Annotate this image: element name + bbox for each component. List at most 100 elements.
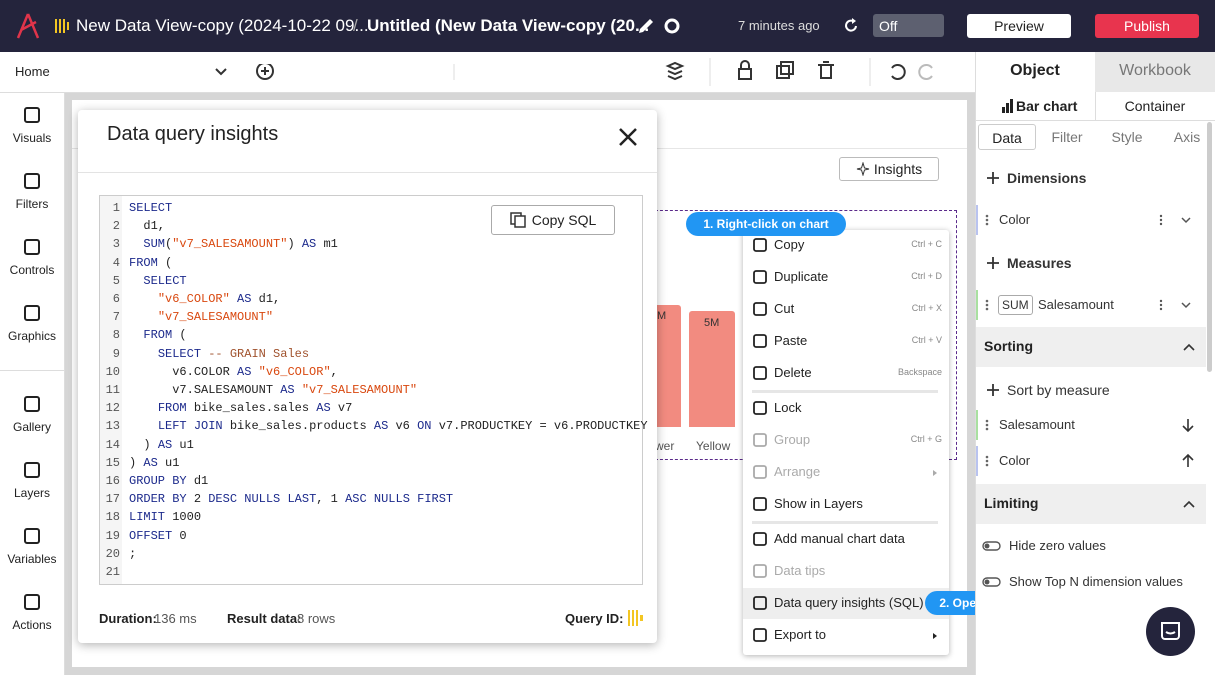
line-number: 1 xyxy=(112,201,120,215)
field-pill[interactable]: Salesamount xyxy=(999,417,1075,432)
sidebar-item[interactable]: Visuals xyxy=(12,131,52,145)
insights-button[interactable]: Insights xyxy=(839,157,939,181)
menu-item[interactable]: Paste xyxy=(774,333,808,348)
code-line: SUM("v7_SALESAMOUNT") AS m1 xyxy=(143,237,338,252)
divider xyxy=(1095,92,1096,120)
line-number: 4 xyxy=(112,255,120,270)
copy-sql-button[interactable]: Copy SQL xyxy=(491,205,615,235)
refresh-icon[interactable] xyxy=(842,17,860,35)
collapse-icon xyxy=(1183,500,1195,508)
menu-icon xyxy=(753,334,767,348)
query-id-icon[interactable] xyxy=(627,610,645,626)
page-select[interactable]: Home xyxy=(15,64,50,79)
menu-item[interactable]: Add manual chart data xyxy=(774,531,905,546)
result-value: 8 rows xyxy=(297,611,336,626)
code-line: SELECT -- GRAIN Sales xyxy=(157,346,310,361)
menu-icon xyxy=(753,596,767,610)
menu-item[interactable]: Lock xyxy=(774,400,802,415)
sidebar-icon xyxy=(24,528,40,544)
x-tick-label: wer xyxy=(655,439,675,453)
line-number: 9 xyxy=(112,346,120,361)
dataset-title[interactable]: New Data View-copy (2024-10-22 09... xyxy=(76,16,369,35)
data-tab[interactable]: Axis xyxy=(1173,129,1201,145)
menu-item[interactable]: Copy xyxy=(774,237,805,252)
section-title[interactable]: Measures xyxy=(1007,255,1072,271)
subtab[interactable]: Bar chart xyxy=(1016,98,1078,114)
code-line: ) AS u1 xyxy=(129,437,194,452)
code-line: LEFT JOIN bike_sales.products AS v6 ON v… xyxy=(157,419,648,434)
data-tab[interactable]: Filter xyxy=(1051,129,1083,145)
panel-tab[interactable]: Object xyxy=(1010,62,1060,79)
collapse-icon xyxy=(1183,343,1195,351)
aggregation-badge[interactable]: SUM xyxy=(998,295,1033,315)
sidebar-item[interactable]: Layers xyxy=(13,486,51,500)
bar-label: M xyxy=(657,310,667,322)
submenu-arrow xyxy=(933,633,937,639)
preview-button[interactable]: Preview xyxy=(967,14,1071,38)
menu-item[interactable]: Show in Layers xyxy=(774,496,863,511)
line-number: 18 xyxy=(105,510,120,525)
chat-button[interactable] xyxy=(1146,607,1195,656)
line-gutter xyxy=(100,196,122,584)
sidebar-item[interactable]: Filters xyxy=(15,197,49,211)
panel-tab[interactable]: Workbook xyxy=(1119,62,1191,79)
logo xyxy=(16,13,40,39)
bar xyxy=(689,311,735,427)
code-line: d1, xyxy=(129,219,166,234)
limit-option[interactable]: Show Top N dimension values xyxy=(1009,574,1183,589)
section-title[interactable]: Sorting xyxy=(984,338,1033,354)
close-button[interactable] xyxy=(618,127,638,147)
sidebar-item[interactable]: Gallery xyxy=(12,420,51,434)
menu-item[interactable]: Export to xyxy=(774,627,827,642)
dialog-title: Data query insights xyxy=(107,123,279,145)
sidebar-item[interactable]: Graphics xyxy=(7,329,57,343)
toolbar-icons[interactable] xyxy=(214,64,514,80)
sidebar-icon xyxy=(24,107,40,123)
sidebar-item[interactable]: Controls xyxy=(9,263,55,277)
workbook-title[interactable]: Untitled (New Data View-copy (20... xyxy=(367,16,650,35)
code-line: v6.COLOR AS "v6_COLOR", xyxy=(129,364,338,379)
menu-item[interactable]: Cut xyxy=(774,301,795,316)
limit-option[interactable]: Hide zero values xyxy=(1009,538,1106,553)
sort-asc xyxy=(1182,453,1194,467)
field-pill[interactable]: Color xyxy=(999,212,1031,227)
data-tab[interactable]: Style xyxy=(1111,129,1143,145)
publish-button[interactable]: Publish xyxy=(1095,14,1199,38)
toggle-switch xyxy=(982,541,1001,551)
menu-item[interactable]: Duplicate xyxy=(774,269,829,284)
toggle-switch xyxy=(982,577,1001,587)
data-tab[interactable]: Data xyxy=(978,124,1036,150)
subtab[interactable]: Container xyxy=(1124,98,1186,114)
menu-item: Group xyxy=(774,432,811,447)
menu-shortcut: Ctrl + C xyxy=(911,239,942,249)
toolbar-actions[interactable] xyxy=(660,58,960,86)
menu-item[interactable]: Delete xyxy=(774,365,812,380)
code-line: FROM bike_sales.sales AS v7 xyxy=(157,401,353,416)
header-icons[interactable] xyxy=(636,16,686,36)
code-line: SELECT xyxy=(129,201,173,215)
x-tick-label: Yellow xyxy=(696,439,731,453)
field-pill[interactable]: Color xyxy=(999,453,1031,468)
sidebar-icon xyxy=(24,594,40,610)
menu-separator xyxy=(752,521,938,524)
toolbar xyxy=(0,52,975,93)
sidebar-item[interactable]: Actions xyxy=(12,618,52,632)
add-sort[interactable]: Sort by measure xyxy=(1007,382,1110,398)
menu-item[interactable]: Data query insights (SQL) xyxy=(774,595,924,610)
code-line: GROUP BY d1 xyxy=(129,474,209,488)
toggle-select[interactable]: Off xyxy=(873,14,944,37)
drag-handle xyxy=(985,214,989,226)
line-number: 2 xyxy=(112,219,120,234)
line-number: 15 xyxy=(105,455,120,470)
menu-item: Data tips xyxy=(774,563,826,578)
field-pill[interactable]: Salesamount xyxy=(1038,297,1114,312)
bar-chart-icon xyxy=(1002,99,1013,113)
section-title[interactable]: Dimensions xyxy=(1007,170,1087,186)
scrollbar[interactable] xyxy=(1207,122,1212,372)
code-line: "v6_COLOR" AS d1, xyxy=(157,292,281,306)
workbook-tab-bg xyxy=(1095,52,1215,92)
section-title[interactable]: Limiting xyxy=(984,495,1039,511)
sidebar-item[interactable]: Variables xyxy=(7,552,57,566)
save-status: 7 minutes ago xyxy=(738,18,820,33)
